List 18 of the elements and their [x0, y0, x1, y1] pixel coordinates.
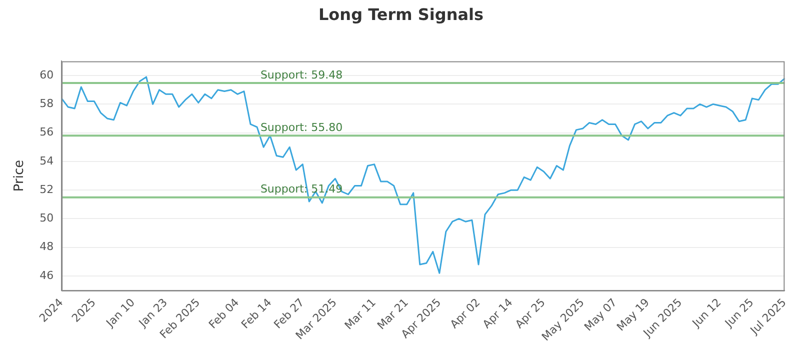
y-axis-title: Price: [12, 160, 28, 192]
y-tick-label: 48: [40, 240, 54, 254]
ref-line-label: Support: 59.48: [260, 68, 343, 82]
y-tick-label: 60: [40, 68, 54, 82]
y-tick-label: 52: [40, 182, 54, 196]
x-tick-label: Mar 11: [342, 296, 378, 332]
y-tick-label: 46: [40, 268, 54, 282]
x-tick-label: Jun 12: [689, 296, 724, 330]
y-tick-label: 54: [40, 154, 54, 168]
x-tick-label: Apr 25: [512, 296, 548, 331]
x-tick-label: Jan 10: [103, 296, 138, 330]
y-tick-label: 56: [40, 126, 54, 139]
chart-title: Long Term Signals: [318, 4, 484, 24]
y-tick-label: 50: [40, 212, 54, 225]
x-tick-label: Apr 14: [480, 296, 516, 331]
y-tick-label: 58: [40, 97, 54, 110]
x-tick-label: Apr 02: [448, 296, 483, 331]
ref-line-label: Support: 55.80: [260, 121, 343, 134]
